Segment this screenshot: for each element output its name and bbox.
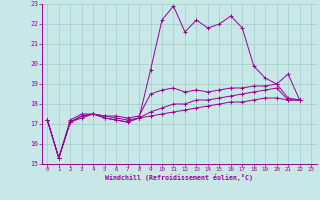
X-axis label: Windchill (Refroidissement éolien,°C): Windchill (Refroidissement éolien,°C) (105, 174, 253, 181)
